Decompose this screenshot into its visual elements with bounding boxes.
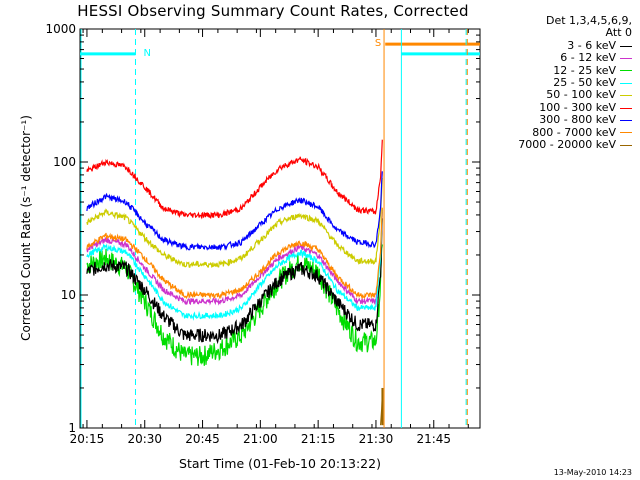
- y-tick-label: 1: [68, 421, 76, 435]
- legend-swatch: [620, 95, 632, 97]
- legend-entry-label: 12 - 25 keV: [553, 63, 616, 77]
- x-tick-label: 21:30: [359, 432, 394, 446]
- legend-swatch: [620, 82, 632, 84]
- chart-title: HESSI Observing Summary Count Rates, Cor…: [77, 2, 469, 20]
- legend-swatch: [620, 45, 632, 47]
- series-line: [86, 218, 383, 345]
- x-tick-label: 20:45: [185, 432, 220, 446]
- series-line: [86, 211, 383, 306]
- y-tick-label: 1000: [45, 22, 76, 36]
- plot-frame: [79, 28, 481, 429]
- legend-entry: 300 - 800 keV: [488, 113, 632, 127]
- legend-entry-label: 800 - 7000 keV: [532, 125, 616, 139]
- x-tick-label: 21:15: [301, 432, 336, 446]
- legend-swatch: [620, 144, 632, 146]
- axis-ticks-layer: 1 10 100 1000 20:15 20:30 20:45 21:00 21:15 21:30…: [45, 22, 480, 446]
- legend-entry: 6 - 12 keV: [488, 51, 632, 65]
- series-line: [86, 177, 383, 268]
- legend-entry-label: 6 - 12 keV: [560, 51, 616, 65]
- legend-swatch: [620, 132, 632, 134]
- y-tick-label: 10: [61, 288, 76, 302]
- legend-entry-label: 50 - 100 keV: [546, 88, 616, 102]
- series-line: [86, 209, 383, 321]
- flag-letter: N: [143, 48, 150, 59]
- series-line: [86, 139, 383, 220]
- x-tick-label: 20:15: [70, 432, 105, 446]
- legend-entry: 100 - 300 keV: [488, 100, 632, 114]
- legend-entry: 25 - 50 keV: [488, 76, 632, 90]
- legend-entry-label: 300 - 800 keV: [539, 113, 616, 127]
- x-axis-label: Start Time (01-Feb-10 20:13:22): [179, 456, 381, 471]
- legend-entry-label: 25 - 50 keV: [553, 76, 616, 90]
- series-line: [86, 171, 383, 251]
- legend-swatch: [620, 57, 632, 59]
- legend-entry: 12 - 25 keV: [488, 63, 632, 77]
- y-axis-label: Corrected Count Rate (s⁻¹ detector⁻¹): [19, 115, 33, 341]
- legend-header-line-1: Det 1,3,4,5,6,9,: [545, 14, 632, 27]
- flag-bars-layer: NS: [80, 29, 480, 428]
- legend-swatch: [620, 119, 632, 121]
- x-tick-label: 21:45: [416, 432, 451, 446]
- series-line: [86, 207, 383, 300]
- x-tick-label: 20:30: [127, 432, 162, 446]
- legend: Det 1,3,4,5,6,9, Att 0 3 - 6 keV 6 - 12 k…: [488, 14, 632, 152]
- y-tick-label: 100: [53, 155, 76, 169]
- legend-entries: 3 - 6 keV 6 - 12 keV 12 - 25 keV 25 - 50 ke…: [488, 38, 632, 152]
- legend-entry-label: 3 - 6 keV: [567, 38, 616, 52]
- legend-swatch: [620, 70, 632, 72]
- series-layer: [86, 139, 384, 426]
- legend-entry: 800 - 7000 keV: [488, 125, 632, 139]
- legend-entry: 7000 - 20000 keV: [488, 138, 632, 152]
- legend-entry: 3 - 6 keV: [488, 38, 632, 52]
- legend-entry-label: 7000 - 20000 keV: [518, 138, 616, 152]
- flag-letter: S: [375, 38, 381, 49]
- legend-entry-label: 100 - 300 keV: [539, 100, 616, 114]
- time-stamp: 13-May-2010 14:23: [553, 468, 632, 477]
- legend-header-line-2: Att 0: [605, 26, 632, 40]
- legend-entry: 50 - 100 keV: [488, 89, 632, 101]
- legend-swatch: [620, 107, 632, 109]
- x-tick-label: 21:00: [243, 432, 278, 446]
